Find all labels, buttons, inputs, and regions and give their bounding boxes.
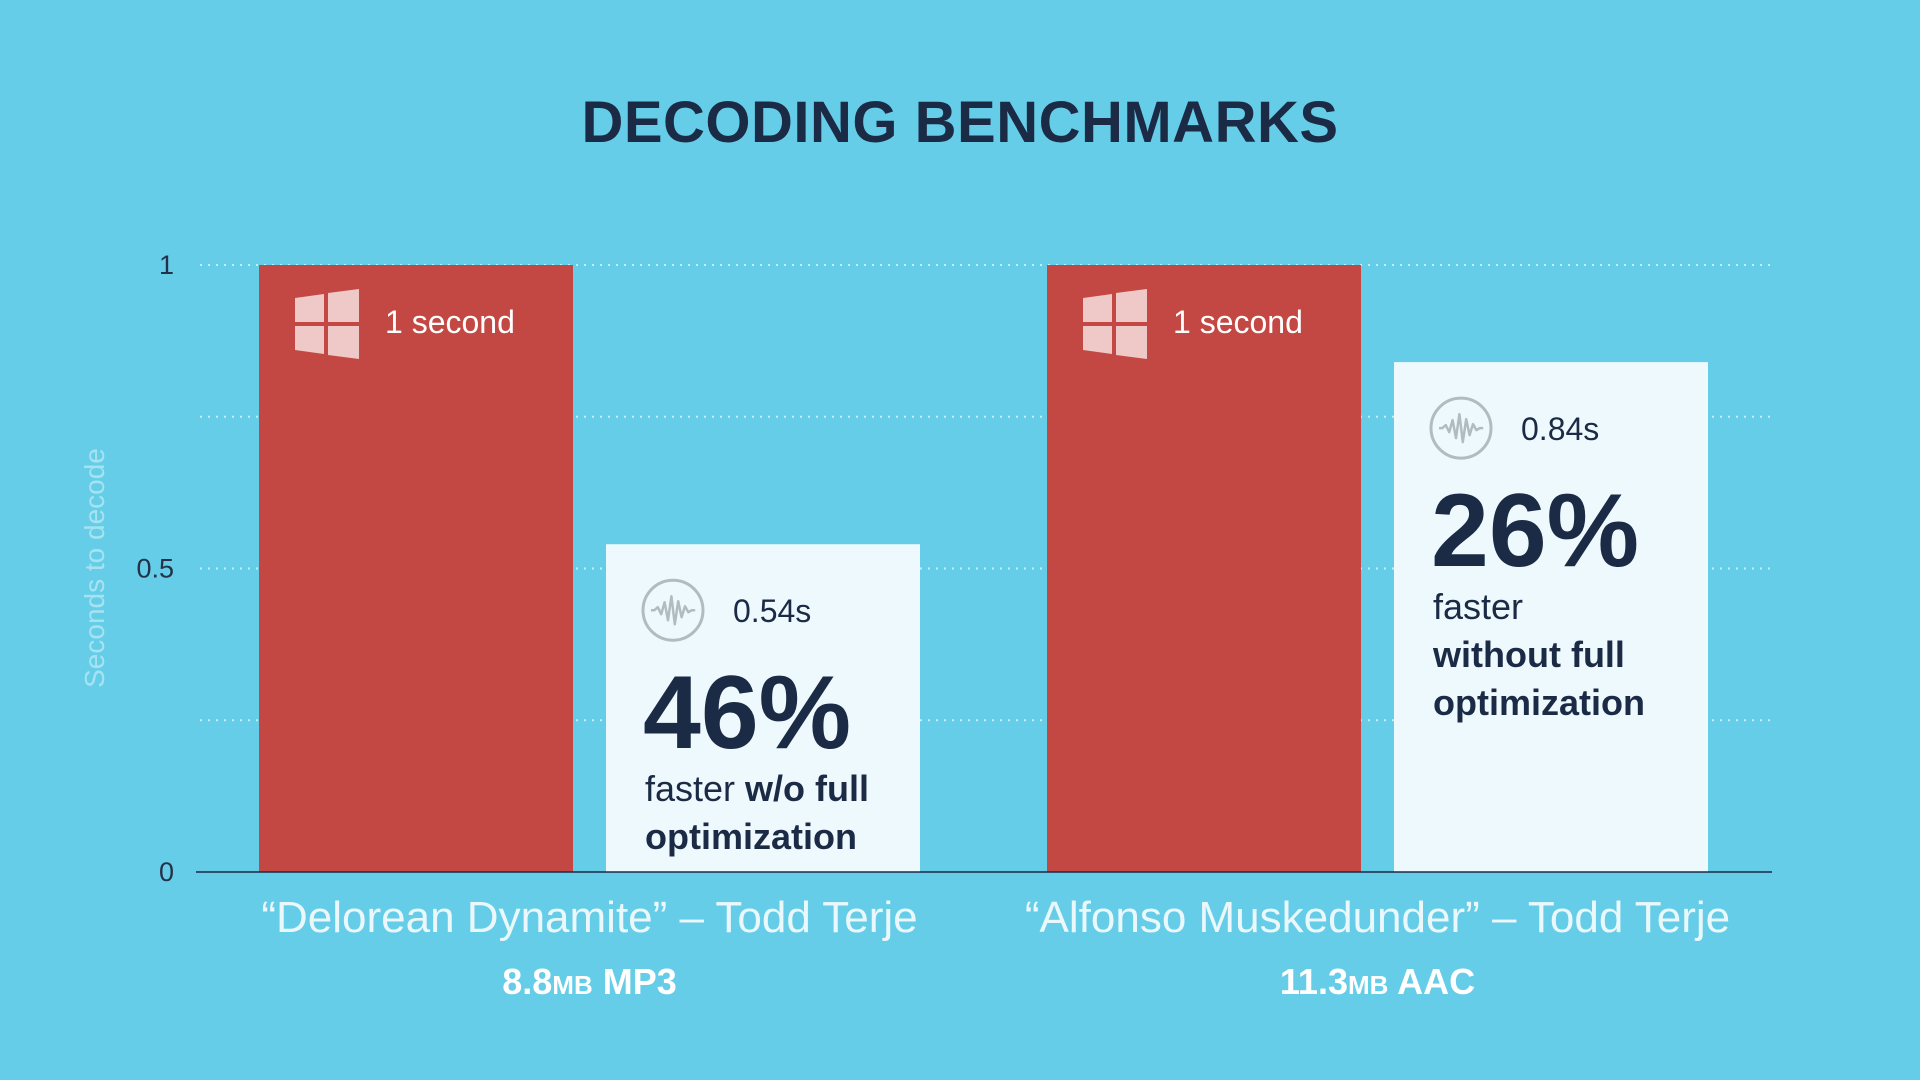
windows-bar: 1 second bbox=[259, 265, 573, 872]
bar-value-label: 1 second bbox=[1173, 304, 1303, 340]
bar-description-line: faster bbox=[1433, 586, 1523, 627]
bar-rect bbox=[606, 544, 920, 872]
bar-description-line: faster w/o full bbox=[645, 768, 869, 809]
percent-faster: 46% bbox=[643, 655, 851, 771]
y-tick-label: 0 bbox=[159, 857, 174, 887]
percent-faster: 26% bbox=[1431, 473, 1639, 589]
chart-title: DECODING BENCHMARKS bbox=[581, 90, 1338, 155]
bar-value-label: 0.54s bbox=[733, 593, 811, 629]
optimized-bar: 0.54s 46%faster w/o full optimization bbox=[606, 544, 920, 872]
y-axis-label: Seconds to decode bbox=[79, 448, 110, 688]
bar-description-line: optimization bbox=[1433, 682, 1645, 723]
windows-bar: 1 second bbox=[1047, 265, 1361, 872]
audio-wave-icon bbox=[641, 578, 705, 642]
windows-logo-icon bbox=[1083, 289, 1147, 359]
bar-rect bbox=[1394, 362, 1708, 872]
file-info-label: 11.3MB AAC bbox=[1280, 961, 1475, 1002]
y-tick-labels: 00.51 bbox=[136, 250, 174, 887]
bar-rect bbox=[1047, 265, 1361, 872]
category-label: “Alfonso Muskedunder” – Todd Terje bbox=[1025, 893, 1730, 942]
y-tick-label: 0.5 bbox=[136, 554, 174, 584]
bar-description-line: optimization bbox=[645, 816, 857, 857]
file-info-label: 8.8MB MP3 bbox=[502, 961, 677, 1002]
y-tick-label: 1 bbox=[159, 250, 174, 280]
category-label: “Delorean Dynamite” – Todd Terje bbox=[261, 893, 917, 942]
bar-value-label: 1 second bbox=[385, 304, 515, 340]
bar-rect bbox=[259, 265, 573, 872]
gridlines bbox=[200, 264, 1772, 722]
category-labels: “Delorean Dynamite” – Todd Terje 8.8MB MP… bbox=[261, 893, 1730, 1002]
optimized-bar: 0.84s 26%faster without full optimization bbox=[1394, 362, 1708, 872]
windows-logo-icon bbox=[295, 289, 359, 359]
audio-wave-icon bbox=[1429, 396, 1493, 460]
bar-description-line: without full bbox=[1432, 634, 1625, 675]
bar-value-label: 0.84s bbox=[1521, 411, 1599, 447]
bars: 1 second 0.54s 46%faster w/o full optimizat… bbox=[259, 265, 1708, 872]
